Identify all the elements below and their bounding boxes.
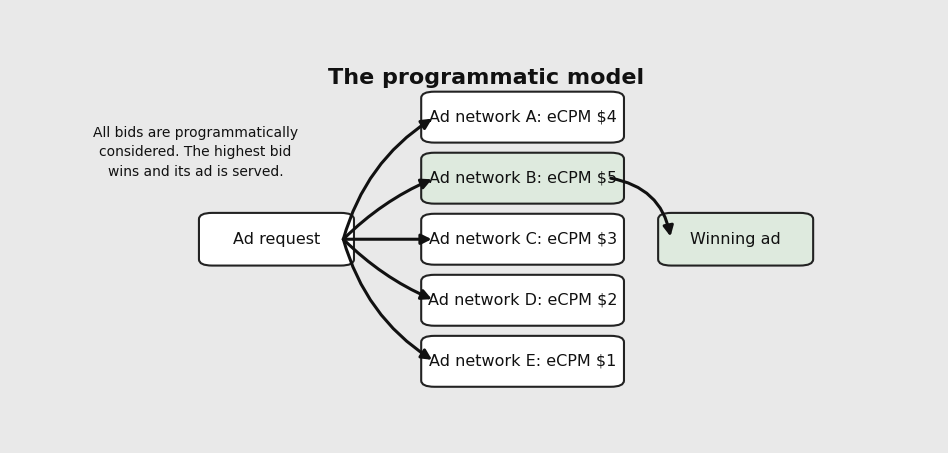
FancyBboxPatch shape — [421, 214, 624, 265]
FancyArrowPatch shape — [343, 120, 429, 239]
Text: Ad network A: eCPM $4: Ad network A: eCPM $4 — [428, 110, 616, 125]
FancyBboxPatch shape — [421, 336, 624, 387]
Text: Ad network E: eCPM $1: Ad network E: eCPM $1 — [428, 354, 616, 369]
FancyArrowPatch shape — [343, 239, 429, 358]
Text: Winning ad: Winning ad — [690, 232, 781, 247]
FancyBboxPatch shape — [199, 213, 354, 265]
FancyArrowPatch shape — [611, 178, 672, 233]
FancyBboxPatch shape — [658, 213, 813, 265]
Text: Ad network C: eCPM $3: Ad network C: eCPM $3 — [428, 232, 616, 247]
Text: Ad network B: eCPM $5: Ad network B: eCPM $5 — [428, 171, 616, 186]
Text: The programmatic model: The programmatic model — [328, 68, 644, 88]
FancyBboxPatch shape — [421, 92, 624, 143]
FancyBboxPatch shape — [421, 153, 624, 204]
FancyArrowPatch shape — [343, 235, 428, 243]
Text: Ad request: Ad request — [233, 232, 320, 247]
FancyArrowPatch shape — [343, 180, 428, 239]
FancyBboxPatch shape — [421, 275, 624, 326]
Text: Ad network D: eCPM $2: Ad network D: eCPM $2 — [428, 293, 617, 308]
Text: All bids are programmatically
considered. The highest bid
wins and its ad is ser: All bids are programmatically considered… — [93, 125, 299, 178]
FancyArrowPatch shape — [343, 239, 428, 299]
